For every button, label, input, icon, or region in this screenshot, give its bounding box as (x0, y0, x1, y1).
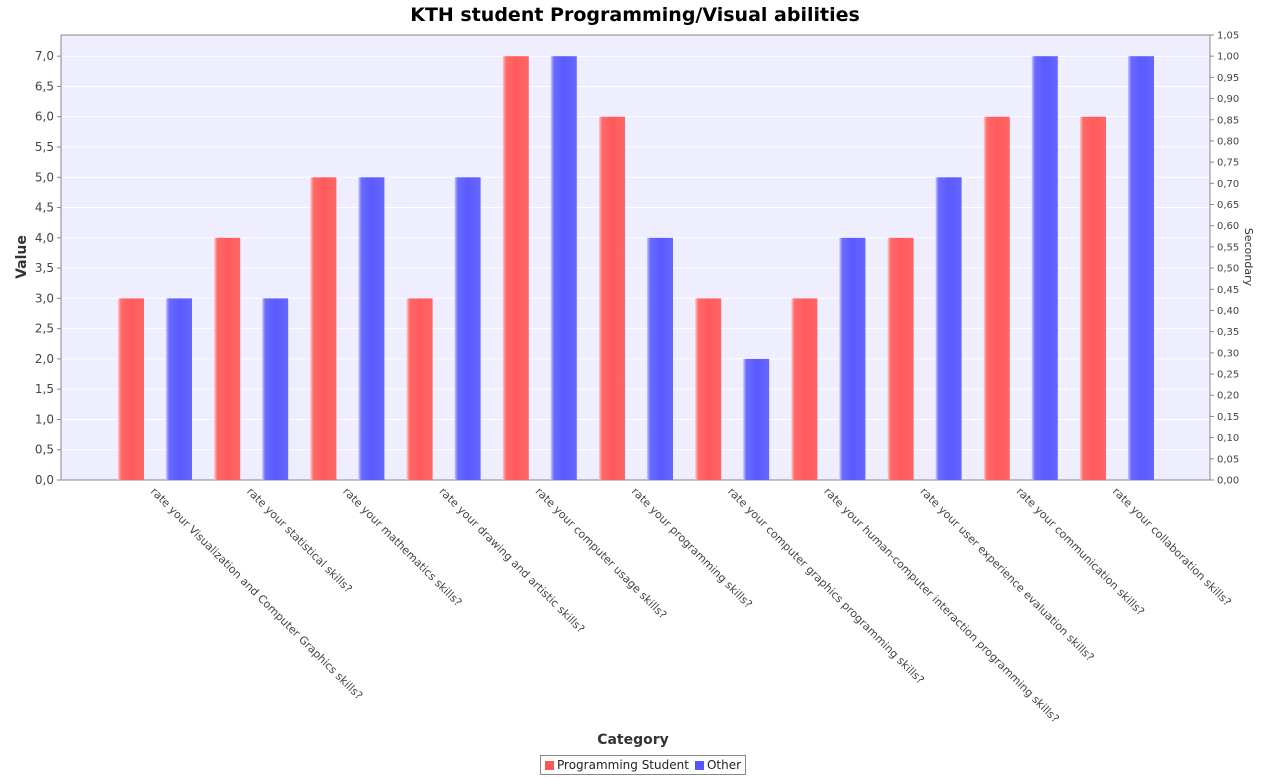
y-tick-label: 0,0 (35, 473, 54, 487)
chart-title: KTH student Programming/Visual abilities (410, 4, 860, 26)
y2-tick-label: 0,10 (1217, 433, 1239, 444)
category-label: rate your computer graphics programming … (725, 485, 927, 687)
y-tick-label: 5,0 (35, 170, 54, 184)
y2-tick-label: 0,90 (1217, 94, 1239, 105)
y-tick-label: 5,5 (35, 140, 54, 154)
y2-tick-label: 0,40 (1217, 306, 1239, 317)
bar-programming-student (983, 116, 1010, 481)
plot-area (60, 34, 1211, 481)
y2-tick-label: 0,85 (1217, 115, 1239, 126)
bar-other (550, 56, 577, 480)
bar-programming-student (887, 237, 914, 480)
y-tick-label: 6,0 (35, 110, 54, 124)
y-tick-label: 3,5 (35, 261, 54, 275)
bar-other (262, 298, 289, 480)
y2-tick-label: 0,50 (1217, 264, 1239, 275)
bar-programming-student (791, 298, 818, 480)
y2-tick-label: 0,15 (1217, 412, 1239, 423)
y2-tick-label: 0,80 (1217, 136, 1239, 147)
y2-tick-label: 0,75 (1217, 158, 1239, 169)
bar-programming-student (310, 177, 337, 480)
y-tick-label: 0,5 (35, 443, 54, 457)
y-tick-label: 1,5 (35, 382, 54, 396)
y-tick-label: 4,5 (35, 201, 54, 215)
category-label: rate your mathematics skills? (340, 485, 464, 609)
y2-tick-label: 0,05 (1217, 454, 1239, 465)
y-tick-label: 2,0 (35, 352, 54, 366)
bar-other (1031, 56, 1058, 480)
bar-programming-student (695, 298, 722, 480)
y2-tick-label: 0,70 (1217, 179, 1239, 190)
bar-programming-student (502, 56, 529, 480)
legend-swatch (545, 760, 554, 770)
category-label: rate your Visualization and Computer Gra… (148, 485, 365, 702)
bar-programming-student (214, 237, 241, 480)
category-label: rate your statistical skills? (244, 485, 355, 596)
x-axis-title: Category (597, 732, 669, 748)
y2-tick-label: 0,30 (1217, 348, 1239, 359)
bar-other (935, 177, 962, 480)
y2-tick-label: 0,00 (1217, 476, 1239, 487)
category-label: rate your user experience evaluation ski… (917, 485, 1096, 664)
bar-other (1128, 56, 1154, 480)
y-tick-label: 1,0 (35, 412, 54, 426)
y2-tick-label: 0,25 (1217, 370, 1239, 381)
bar-programming-student (118, 298, 144, 480)
legend: Programming Student Other (540, 755, 747, 775)
y2-tick-label: 0,20 (1217, 391, 1239, 402)
bar-other (839, 237, 866, 480)
y2-tick-label: 1,00 (1217, 52, 1239, 63)
y2-tick-label: 0,55 (1217, 242, 1239, 253)
y-axis-title: Value (14, 235, 30, 279)
bar-other (647, 237, 673, 480)
y2-tick-label: 1,05 (1217, 31, 1239, 42)
bar-programming-student (406, 298, 433, 480)
y2-tick-label: 0,35 (1217, 327, 1239, 338)
bar-programming-student (1080, 116, 1106, 481)
legend-swatch (694, 760, 704, 770)
y-tick-label: 3,0 (35, 291, 54, 305)
y-tick-label: 6,5 (35, 79, 54, 93)
legend-item-other: Other (694, 758, 742, 772)
y2-tick-label: 0,95 (1217, 73, 1239, 84)
y-tick-label: 7,0 (35, 49, 54, 63)
y-tick-label: 2,5 (35, 322, 54, 336)
y2-tick-label: 0,45 (1217, 285, 1239, 296)
y2-tick-label: 0,60 (1217, 221, 1239, 232)
legend-label: Programming Student (557, 758, 689, 772)
legend-label: Other (706, 758, 742, 772)
bar-programming-student (599, 116, 625, 481)
category-label: rate your human-computer interaction pro… (821, 485, 1062, 726)
bar-other (743, 358, 770, 480)
y2-tick-label: 0,65 (1217, 200, 1239, 211)
bar-other (454, 177, 481, 480)
legend-item-programming-student: Programming Student (545, 758, 689, 772)
y2-axis-title: Secondary (1242, 228, 1255, 287)
y-tick-label: 4,0 (35, 231, 54, 245)
bar-other (358, 177, 385, 480)
bar-other (166, 298, 192, 480)
